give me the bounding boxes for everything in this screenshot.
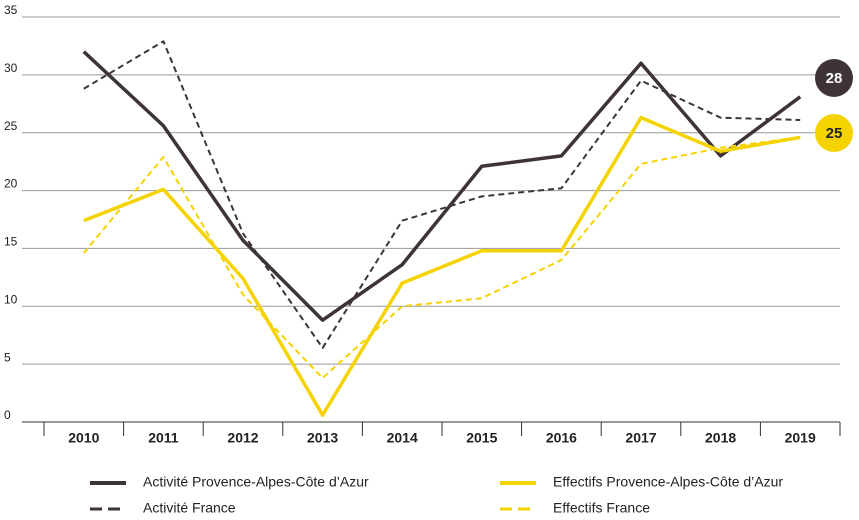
series-line [83, 115, 801, 417]
x-tick-label: 2012 [227, 430, 258, 446]
y-tick-label: 5 [4, 350, 11, 364]
series-line [83, 40, 801, 349]
legend-label: Activité France [143, 500, 236, 516]
series-line [82, 50, 802, 322]
y-tick-label: 20 [4, 177, 18, 191]
x-tick-label: 2013 [307, 430, 338, 446]
x-tick-label: 2019 [785, 430, 816, 446]
end-badge [815, 114, 853, 152]
series-line [83, 136, 801, 380]
y-tick-label: 15 [4, 235, 18, 249]
x-tick-label: 2011 [148, 430, 179, 446]
end-badge [815, 59, 853, 97]
y-tick-label: 10 [4, 292, 18, 306]
x-tick-label: 2016 [546, 430, 577, 446]
x-tick-label: 2010 [68, 430, 99, 446]
x-tick-label: 2014 [387, 430, 418, 446]
legend-label: Effectifs Provence-Alpes-Côte d’Azur [553, 474, 783, 490]
y-tick-label: 35 [4, 3, 18, 17]
legend-label: Activité Provence-Alpes-Côte d’Azur [143, 474, 369, 490]
end-badge-label: 28 [826, 70, 843, 87]
y-tick-label: 0 [4, 408, 11, 422]
x-tick-label: 2015 [466, 430, 497, 446]
y-tick-label: 25 [4, 119, 18, 133]
y-tick-label: 30 [4, 61, 18, 75]
end-badge-label: 25 [826, 125, 843, 142]
legend-label: Effectifs France [553, 500, 650, 516]
x-tick-label: 2017 [625, 430, 656, 446]
x-tick-label: 2018 [705, 430, 736, 446]
